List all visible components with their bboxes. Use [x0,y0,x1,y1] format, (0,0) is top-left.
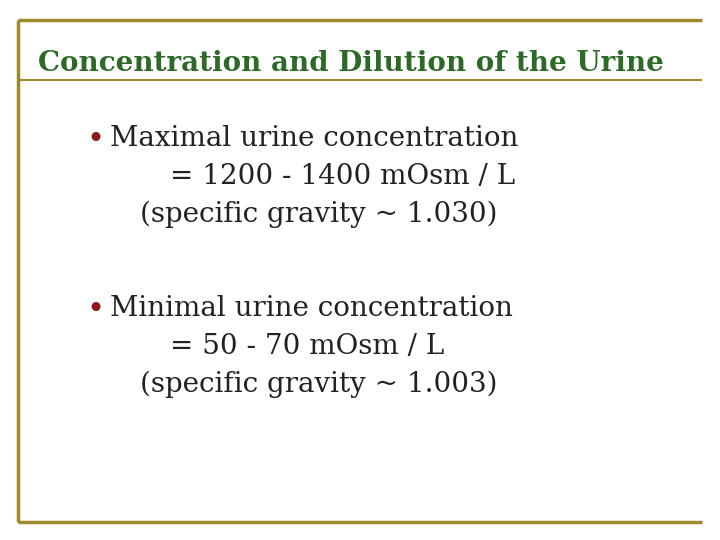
Text: (specific gravity ~ 1.030): (specific gravity ~ 1.030) [140,201,498,228]
Text: (specific gravity ~ 1.003): (specific gravity ~ 1.003) [140,371,498,399]
Text: •: • [86,125,104,156]
Text: Concentration and Dilution of the Urine: Concentration and Dilution of the Urine [38,50,664,77]
Text: Minimal urine concentration: Minimal urine concentration [110,295,513,322]
Text: = 1200 - 1400 mOsm / L: = 1200 - 1400 mOsm / L [170,163,515,190]
Text: = 50 - 70 mOsm / L: = 50 - 70 mOsm / L [170,333,444,360]
Text: •: • [86,295,104,326]
Text: Maximal urine concentration: Maximal urine concentration [110,125,518,152]
